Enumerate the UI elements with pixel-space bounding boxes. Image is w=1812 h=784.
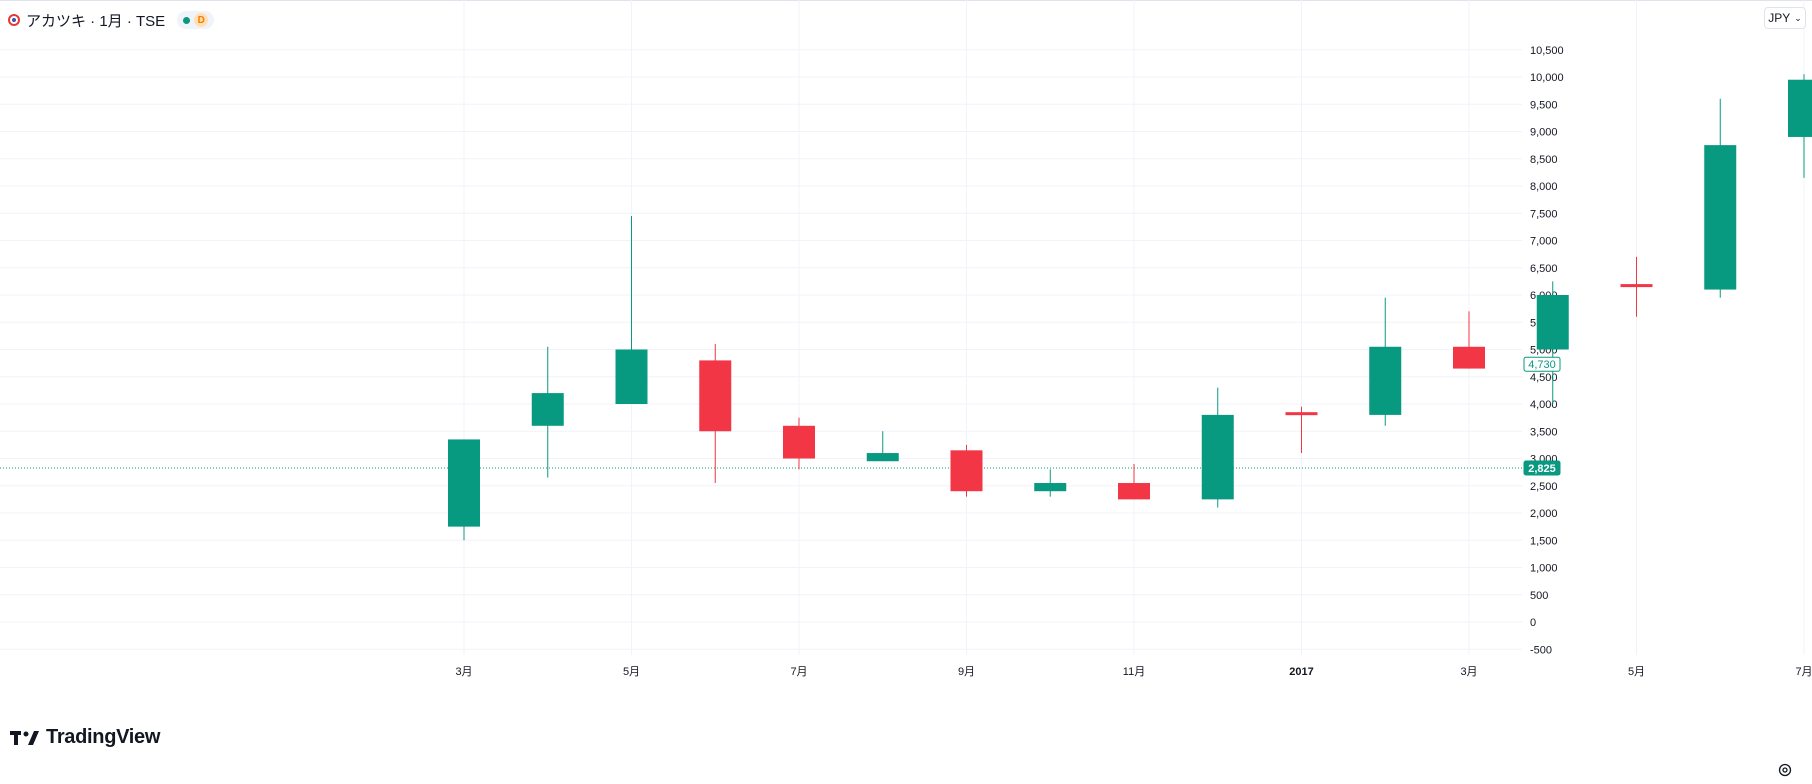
y-tick-label: 9,500 [1530, 99, 1558, 111]
currency-selector[interactable]: JPY ⌄ [1764, 7, 1806, 29]
chevron-down-icon: ⌄ [1794, 12, 1802, 23]
y-tick-label: 4,500 [1530, 372, 1558, 384]
top-border [0, 0, 1812, 1]
y-tick-label: 2,500 [1530, 481, 1558, 493]
candle-body [1536, 295, 1569, 350]
y-tick-label: 500 [1530, 590, 1548, 602]
candle-body [783, 425, 815, 459]
y-tick-label: 6,500 [1530, 263, 1558, 275]
chart-header: アカツキ · 1月 · TSE D [8, 9, 215, 31]
candle-body [1034, 483, 1067, 492]
market-open-status-icon [183, 16, 191, 24]
settings-gear-icon[interactable] [1775, 760, 1795, 780]
y-tick-label: 1,000 [1530, 563, 1558, 575]
delay-badge: D [194, 13, 209, 27]
candle-body [1285, 412, 1318, 416]
price-line-label: 2,825 [1528, 463, 1556, 475]
candle-body [1369, 346, 1402, 415]
y-tick-label: 9,000 [1530, 127, 1558, 139]
last-price-label-bg [1523, 356, 1561, 372]
x-tick-label: 5月 [623, 666, 640, 678]
candle-body [699, 360, 732, 432]
x-tick-label: 3月 [1460, 666, 1477, 678]
tradingview-logo-icon [10, 730, 39, 745]
candle-body [531, 393, 564, 426]
candle-body [448, 439, 480, 527]
symbol-logo-icon [8, 14, 20, 26]
x-tick-label: 2017 [1289, 666, 1313, 678]
symbol-title[interactable]: アカツキ · 1月 · TSE [26, 12, 166, 30]
candle-body [1201, 414, 1234, 500]
currency-label: JPY [1768, 11, 1791, 25]
candle-body [1118, 483, 1150, 500]
candle-body [1788, 79, 1812, 137]
x-tick-label: 9月 [958, 666, 975, 678]
y-tick-label: 7,500 [1530, 208, 1558, 220]
candle-body [1620, 284, 1653, 288]
x-tick-label: 3月 [455, 666, 472, 678]
last-price-label: 4,730 [1528, 359, 1556, 371]
y-tick-label: 7,000 [1530, 236, 1558, 248]
candle-body [615, 349, 648, 404]
candle-body [866, 453, 899, 462]
y-tick-label: 2,000 [1530, 508, 1558, 520]
price-line-label-bg [1523, 460, 1561, 476]
y-tick-label: 3,500 [1530, 426, 1558, 438]
y-tick-label: -500 [1530, 644, 1552, 656]
candle-body [950, 450, 983, 492]
y-tick-label: 10,500 [1530, 45, 1564, 57]
x-tick-label: 7月 [790, 666, 807, 678]
tradingview-wordmark: TradingView [46, 726, 161, 748]
market-status-pill[interactable]: D [177, 11, 215, 29]
y-tick-label: 1,500 [1530, 535, 1558, 547]
y-tick-label: 0 [1530, 617, 1536, 629]
candle-body [1704, 145, 1737, 290]
x-tick-label: 7月 [1795, 666, 1812, 678]
y-tick-label: 4,000 [1530, 399, 1558, 411]
x-tick-label: 11月 [1123, 666, 1145, 678]
y-tick-label: 10,000 [1530, 72, 1564, 84]
y-tick-label: 8,500 [1530, 154, 1558, 166]
x-tick-label: 5月 [1628, 666, 1645, 678]
candle-body [1453, 346, 1485, 369]
y-tick-label: 8,000 [1530, 181, 1558, 193]
tradingview-logo[interactable]: TradingView [10, 726, 160, 749]
